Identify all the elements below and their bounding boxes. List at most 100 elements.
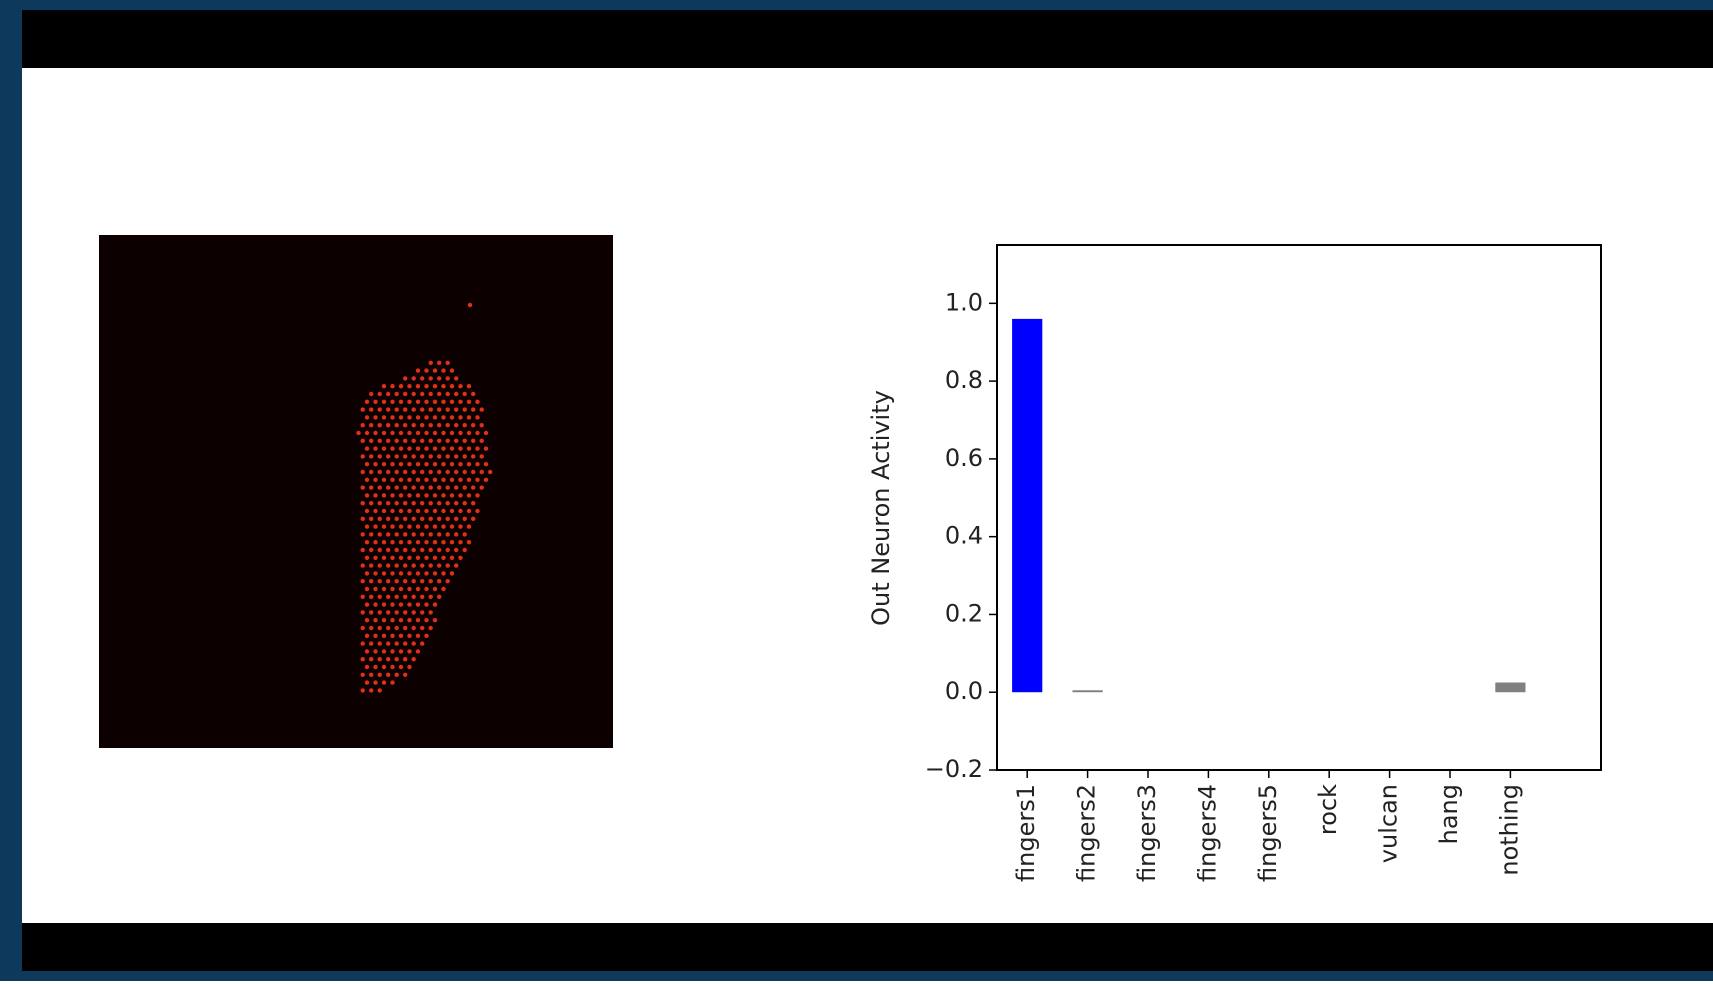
event-dot (373, 431, 377, 435)
event-dot (399, 540, 403, 544)
event-dot (480, 439, 484, 443)
event-dot (390, 400, 394, 404)
x-tick-label: rock (1314, 784, 1342, 835)
event-dot (373, 587, 377, 591)
event-dot (437, 517, 441, 521)
event-dot (429, 485, 433, 489)
event-dot (390, 634, 394, 638)
event-dot (433, 618, 437, 622)
event-dot (429, 470, 433, 474)
event-dot (416, 540, 420, 544)
event-dot (386, 626, 390, 630)
event-dot (420, 517, 424, 521)
event-dot (399, 478, 403, 482)
event-dot (361, 517, 365, 521)
event-dot (433, 509, 437, 513)
event-dot (399, 446, 403, 450)
event-dot (365, 571, 369, 575)
event-dot (373, 478, 377, 482)
event-dot (399, 665, 403, 669)
event-dot (446, 563, 450, 567)
event-dot (407, 587, 411, 591)
event-dot (382, 446, 386, 450)
event-dot (424, 571, 428, 575)
event-dot (463, 407, 467, 411)
event-dot (403, 392, 407, 396)
event-dot (412, 501, 416, 505)
event-dot (475, 462, 479, 466)
event-dot (416, 602, 420, 606)
event-dot (424, 602, 428, 606)
event-dot (365, 415, 369, 419)
event-dot (420, 548, 424, 552)
event-dot (403, 548, 407, 552)
event-dot (395, 673, 399, 677)
event-dot (386, 673, 390, 677)
bar (1012, 319, 1042, 692)
event-dot (475, 478, 479, 482)
event-dot (403, 517, 407, 521)
event-dot (420, 439, 424, 443)
event-dot (412, 392, 416, 396)
bar (1495, 683, 1525, 693)
event-dot (361, 579, 365, 583)
event-dot (407, 602, 411, 606)
event-dot (412, 470, 416, 474)
event-dot (416, 431, 420, 435)
event-dot (365, 618, 369, 622)
event-dot (407, 649, 411, 653)
event-dot (369, 532, 373, 536)
event-dot (463, 532, 467, 536)
event-dot (378, 657, 382, 661)
event-dot (450, 384, 454, 388)
event-dot (416, 618, 420, 622)
event-dot (378, 548, 382, 552)
event-dot (420, 423, 424, 427)
event-dot (386, 641, 390, 645)
event-dot (365, 509, 369, 513)
event-dot (361, 407, 365, 411)
event-dot (390, 556, 394, 560)
event-image (99, 235, 613, 748)
event-dot (403, 641, 407, 645)
event-dot (386, 657, 390, 661)
event-dot (433, 446, 437, 450)
event-dot (386, 501, 390, 505)
event-dot (437, 376, 441, 380)
event-dot (424, 462, 428, 466)
event-dot (412, 626, 416, 630)
event-dot (403, 454, 407, 458)
event-dot (454, 485, 458, 489)
event-dot (365, 556, 369, 560)
event-dot (403, 501, 407, 505)
event-dot (378, 423, 382, 427)
event-dot (416, 384, 420, 388)
event-dot (458, 540, 462, 544)
y-tick-label: 0.8 (945, 366, 983, 394)
event-dot (446, 485, 450, 489)
event-dot (390, 665, 394, 669)
event-dot (361, 485, 365, 489)
event-dot (390, 493, 394, 497)
event-dot (454, 407, 458, 411)
event-dot (416, 368, 420, 372)
event-dot (458, 556, 462, 560)
event-dot (467, 400, 471, 404)
event-dot (378, 517, 382, 521)
event-dot (454, 501, 458, 505)
event-dot (424, 400, 428, 404)
event-dot (437, 595, 441, 599)
event-dot (420, 392, 424, 396)
event-dot (429, 439, 433, 443)
event-dot (480, 485, 484, 489)
x-tick-label: nothing (1495, 784, 1523, 876)
event-dot (407, 556, 411, 560)
event-dot (403, 532, 407, 536)
event-dot (369, 454, 373, 458)
event-dot (386, 548, 390, 552)
event-dot (446, 548, 450, 552)
event-dot (378, 563, 382, 567)
event-dot (386, 485, 390, 489)
event-dot (382, 400, 386, 404)
event-dot (480, 407, 484, 411)
